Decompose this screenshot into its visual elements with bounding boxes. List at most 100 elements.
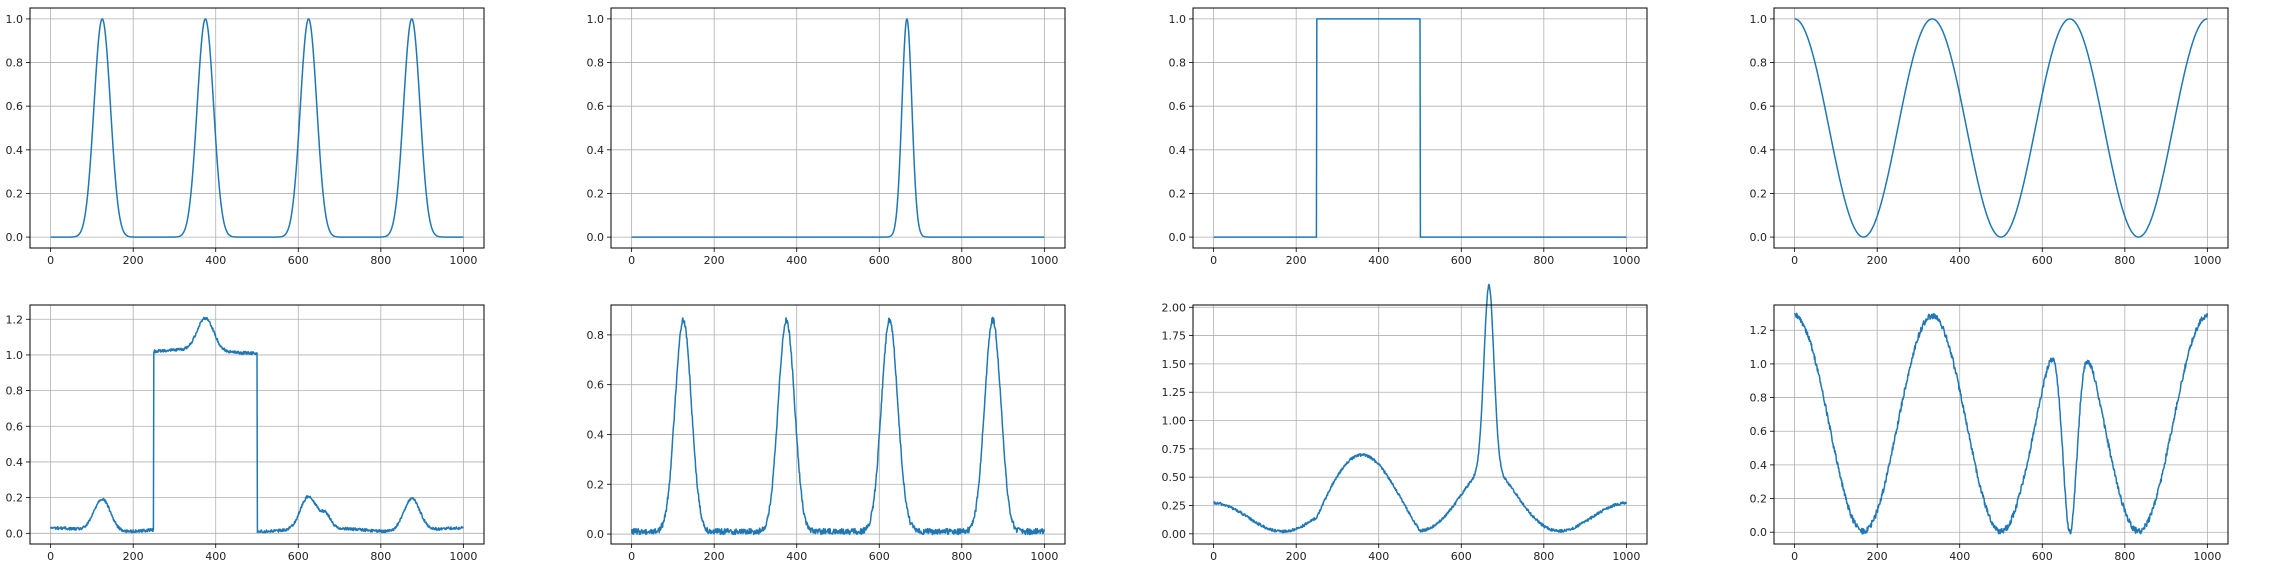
x-tick-label: 200 <box>1286 254 1307 267</box>
y-tick-label: 0.6 <box>1750 425 1768 438</box>
axes-frame <box>1773 304 2229 545</box>
x-tick-label: 600 <box>2032 550 2053 563</box>
y-tick-label: 1.0 <box>6 13 24 26</box>
y-tick-label: 0.0 <box>6 231 24 244</box>
y-tick-label: 0.4 <box>587 428 605 441</box>
x-tick-label: 200 <box>123 550 144 563</box>
x-tick-label: 800 <box>951 254 972 267</box>
y-tick-label: 0.8 <box>1750 57 1768 70</box>
x-tick-label: 400 <box>1368 550 1389 563</box>
y-tick-label: 0.6 <box>1169 100 1187 113</box>
y-tick-label: 0.8 <box>587 329 605 342</box>
x-tick-label: 600 <box>869 254 890 267</box>
x-tick-label: 800 <box>2114 254 2135 267</box>
x-tick-label: 200 <box>1867 254 1888 267</box>
x-tick-label: 0 <box>628 550 635 563</box>
series-line <box>50 18 464 238</box>
y-tick-label: 1.0 <box>6 349 24 362</box>
x-tick-label: 800 <box>951 550 972 563</box>
x-tick-label: 400 <box>1949 550 1970 563</box>
subplot-5: 0 200 400 600 800 1000 0.0 0.2 0.4 0.6 0.8 1.0 1.2 <box>6 304 485 563</box>
subplot-2: 0 200 400 600 800 1000 0.0 0.2 0.4 0.6 0.8 1.0 <box>587 7 1066 267</box>
subplot-8: 0 200 400 600 800 1000 0.0 0.2 0.4 0.6 0.8 1.0 1.2 <box>1750 304 2229 563</box>
subplot-6: 0 200 400 600 800 1000 0.0 0.2 0.4 0.6 0.8 <box>587 304 1066 563</box>
y-tick-label: 0.4 <box>1750 459 1768 472</box>
series-line <box>1213 283 1628 534</box>
y-tick-label: 1.00 <box>1162 415 1187 428</box>
series-line <box>631 18 1045 238</box>
y-tick-label: 0.2 <box>1169 187 1187 200</box>
y-tick-label: 0.8 <box>587 57 605 70</box>
x-tick-label: 0 <box>1791 550 1798 563</box>
y-tick-label: 0.2 <box>1750 493 1768 506</box>
y-tick-label: 1.2 <box>1750 324 1768 337</box>
y-tick-label: 0.0 <box>1750 231 1768 244</box>
x-tick-label: 200 <box>704 550 725 563</box>
x-tick-label: 0 <box>628 254 635 267</box>
y-tick-label: 0.0 <box>6 527 24 540</box>
x-tick-label: 400 <box>786 550 807 563</box>
y-tick-label: 1.0 <box>1169 13 1187 26</box>
y-tick-label: 0.6 <box>1750 100 1768 113</box>
axes-frame <box>29 304 485 545</box>
y-tick-label: 0.2 <box>1750 187 1768 200</box>
axes-frame <box>610 304 1066 545</box>
x-tick-label: 400 <box>205 550 226 563</box>
y-tick-label: 1.25 <box>1162 386 1187 399</box>
y-tick-label: 0.8 <box>6 57 24 70</box>
x-tick-label: 200 <box>1286 550 1307 563</box>
x-tick-label: 0 <box>1210 254 1217 267</box>
x-tick-label: 800 <box>370 254 391 267</box>
y-tick-label: 0.50 <box>1162 471 1187 484</box>
x-tick-label: 1000 <box>449 254 477 267</box>
x-tick-label: 1000 <box>1612 254 1640 267</box>
y-tick-label: 0.0 <box>1169 231 1187 244</box>
subplot-4: 0 200 400 600 800 1000 0.0 0.2 0.4 0.6 0.8 1.0 <box>1750 7 2229 267</box>
x-tick-label: 1000 <box>449 550 477 563</box>
x-tick-label: 600 <box>2032 254 2053 267</box>
subplot-7: 0 200 400 600 800 1000 0.00 0.25 0.50 0.75 1.00 1.2… <box>1162 283 1648 563</box>
axes-frame <box>1773 7 2229 249</box>
y-tick-label: 1.0 <box>1750 358 1768 371</box>
x-tick-label: 0 <box>1791 254 1798 267</box>
axes-frame <box>1192 304 1648 545</box>
series-line <box>1213 18 1627 238</box>
x-tick-label: 800 <box>370 550 391 563</box>
y-tick-label: 1.75 <box>1162 330 1187 343</box>
x-tick-label: 600 <box>869 550 890 563</box>
y-tick-label: 0.2 <box>587 187 605 200</box>
y-tick-label: 0.25 <box>1162 499 1187 512</box>
axes-frame <box>29 7 485 249</box>
x-tick-label: 1000 <box>2193 254 2221 267</box>
y-tick-label: 1.50 <box>1162 358 1187 371</box>
x-tick-label: 800 <box>2114 550 2135 563</box>
y-tick-label: 0.6 <box>587 379 605 392</box>
x-tick-label: 1000 <box>1030 550 1058 563</box>
subplot-1: 0 200 400 600 800 1000 0.0 0.2 0.4 0.6 0.8 1.0 <box>6 7 485 267</box>
x-tick-label: 0 <box>47 254 54 267</box>
x-tick-label: 400 <box>1949 254 1970 267</box>
y-tick-label: 0.6 <box>6 420 24 433</box>
y-tick-label: 0.6 <box>587 100 605 113</box>
y-tick-label: 0.4 <box>587 144 605 157</box>
y-tick-label: 0.8 <box>1750 392 1768 405</box>
x-tick-label: 400 <box>786 254 807 267</box>
x-tick-label: 600 <box>288 550 309 563</box>
x-tick-label: 200 <box>1867 550 1888 563</box>
x-tick-label: 800 <box>1533 254 1554 267</box>
y-tick-label: 0.4 <box>1750 144 1768 157</box>
y-tick-label: 0.6 <box>6 100 24 113</box>
y-tick-label: 0.00 <box>1162 528 1187 541</box>
y-tick-label: 0.8 <box>6 385 24 398</box>
y-tick-label: 0.4 <box>1169 144 1187 157</box>
y-tick-label: 0.2 <box>6 492 24 505</box>
series-line <box>630 316 1046 536</box>
x-tick-label: 1000 <box>1612 550 1640 563</box>
x-tick-label: 600 <box>1451 254 1472 267</box>
y-tick-label: 1.2 <box>6 313 24 326</box>
y-tick-label: 0.2 <box>587 478 605 491</box>
y-tick-label: 1.0 <box>587 13 605 26</box>
x-tick-label: 1000 <box>2193 550 2221 563</box>
y-tick-label: 0.4 <box>6 456 24 469</box>
y-tick-label: 0.4 <box>6 144 24 157</box>
